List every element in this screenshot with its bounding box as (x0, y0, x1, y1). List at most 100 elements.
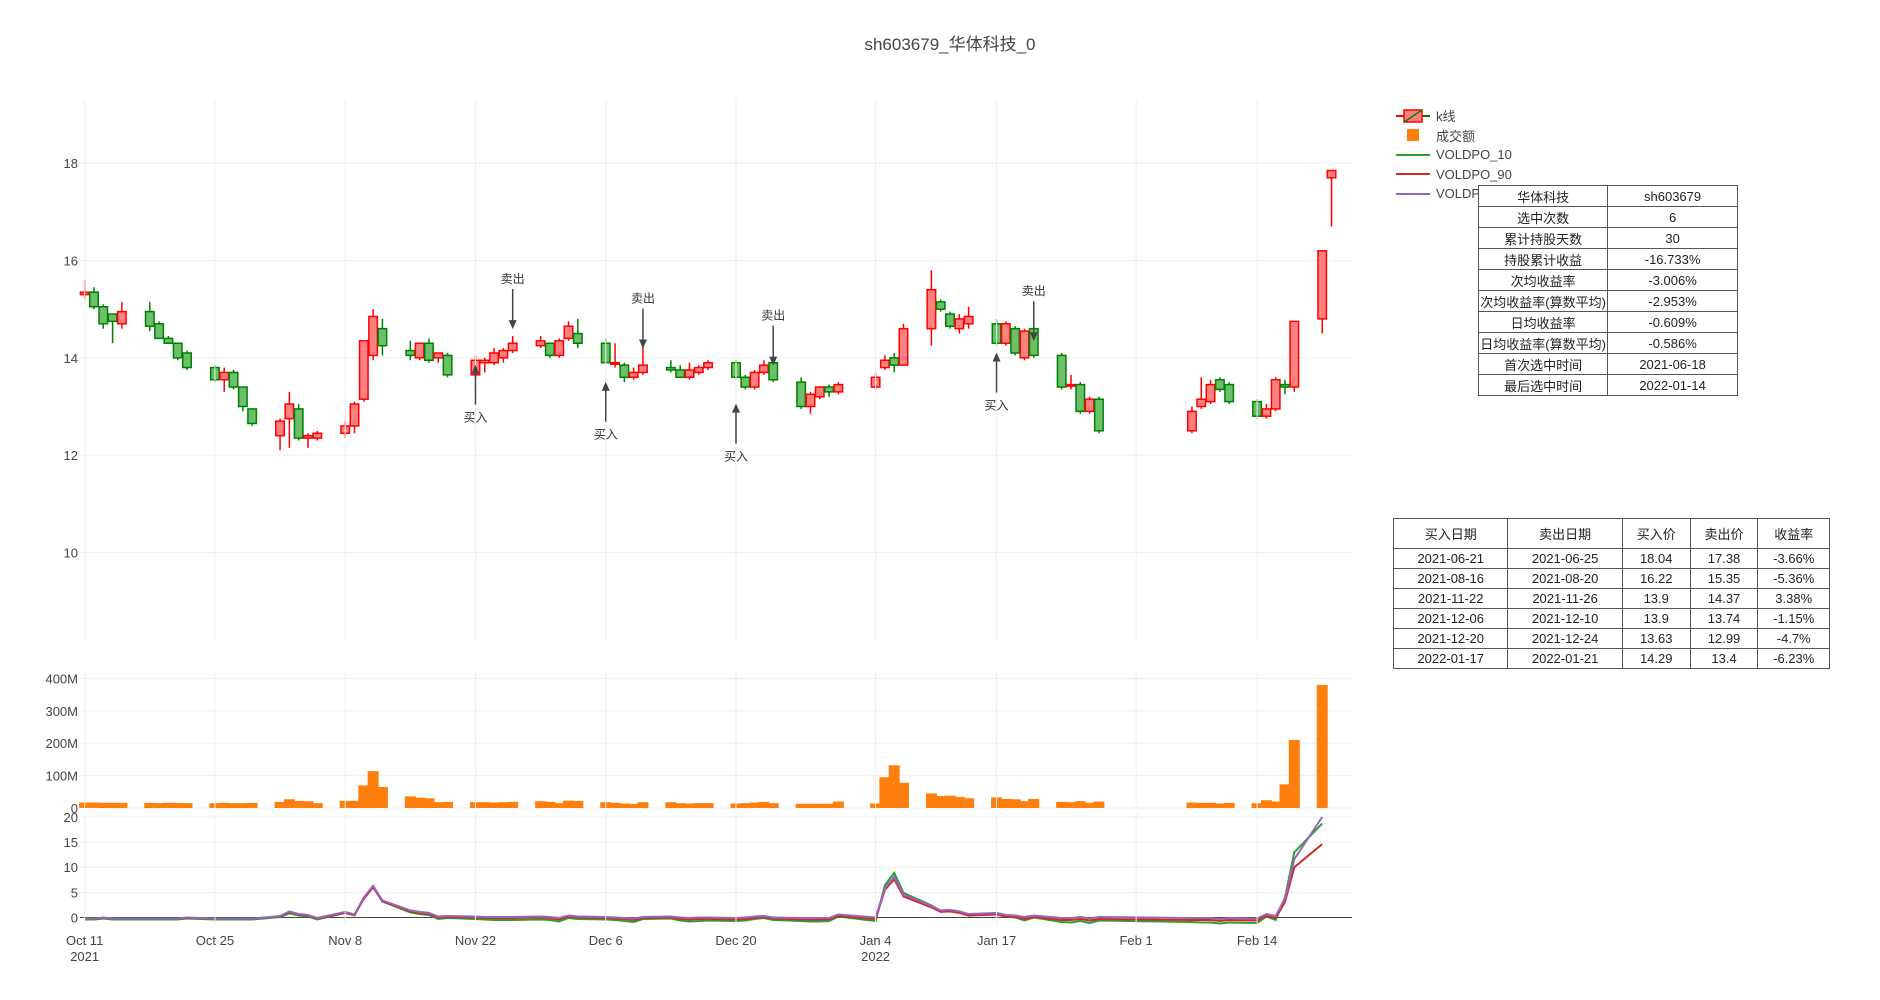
candle (228, 371, 239, 388)
trades-cell: 13.63 (1621, 628, 1691, 649)
x-tick-label: Jan 17 (977, 933, 1016, 948)
volume-bar (1214, 803, 1226, 808)
volume-tick-label: 100M (45, 769, 78, 784)
volume-bar (404, 796, 416, 808)
trades-header: 买入价 (1621, 518, 1691, 549)
volume-bar (274, 801, 286, 808)
volume-bar (1018, 801, 1030, 808)
table-row: 2021-12-06 2021-12-10 13.9 13.74 -1.15% (1392, 608, 1830, 629)
volume-bar (665, 802, 677, 808)
legend-label-kline: k线 (1436, 109, 1456, 125)
stats-label: 日均收益率(算数平均) (1477, 332, 1609, 354)
candle (1093, 398, 1104, 432)
x-tick-year-label: 2021 (70, 949, 99, 964)
legend-item-voldpo90[interactable]: VOLDPO_90 (1396, 165, 1519, 185)
volume-bar (544, 801, 556, 808)
voldpo-tick-label: 10 (64, 860, 78, 875)
buy-label: 买入 (985, 399, 1009, 413)
volume-bar (1279, 784, 1291, 808)
trades-cell: 2021-12-24 (1507, 628, 1623, 649)
volume-tick-label: 400M (45, 671, 78, 686)
candle (1000, 323, 1011, 344)
candle (535, 340, 546, 347)
candle (963, 315, 974, 325)
legend-item-voldpo10[interactable]: VOLDPO_10 (1396, 145, 1519, 165)
trades-cell: 2021-11-26 (1507, 588, 1623, 609)
candle (675, 369, 686, 379)
candle (405, 349, 416, 357)
legend-item-volume[interactable]: 成交额 (1396, 126, 1519, 146)
volume-bar (1093, 801, 1105, 808)
volume-bar (1009, 799, 1021, 808)
price-tick-label: 16 (64, 254, 78, 269)
candle (554, 340, 565, 357)
stats-value: -0.586% (1607, 332, 1738, 354)
legend-label-voldpo10: VOLDPO_10 (1436, 147, 1512, 163)
voldpo-tick-label: 5 (71, 885, 78, 900)
volume-bar (507, 801, 519, 808)
candle (293, 408, 304, 439)
voldpo-tick-label: 0 (71, 910, 78, 925)
volume-bar (358, 785, 370, 808)
volume-bar (963, 798, 975, 808)
trades-cell: 2021-12-10 (1507, 608, 1623, 629)
candle (182, 352, 193, 369)
voldpo-panel: 0 5 10 15 20 (64, 810, 1352, 925)
buy-arrow-head (471, 364, 480, 374)
volume-bar (535, 801, 547, 808)
table-row: 2022-01-17 2022-01-21 14.29 13.4 -6.23% (1392, 648, 1830, 669)
volume-bar (1186, 802, 1198, 808)
legend-item-kline[interactable]: k线 (1396, 106, 1519, 126)
volume-bar (293, 800, 305, 808)
sell-label: 卖出 (761, 309, 785, 323)
candle (1056, 354, 1067, 388)
volume-bar (1195, 802, 1207, 808)
volume-bar (1084, 802, 1096, 808)
x-tick-label: Dec 20 (715, 933, 756, 948)
candle (805, 393, 816, 408)
candle (1214, 378, 1225, 391)
line-icon (1396, 173, 1430, 176)
stats-label: 持股累计收益 (1477, 248, 1609, 270)
volume-bar (1028, 798, 1040, 808)
volume-bar (702, 803, 714, 808)
voldpo-tick-label: 15 (64, 835, 78, 850)
trades-cell: 2021-08-20 (1507, 568, 1623, 589)
stats-row: 选中次数 6 (1477, 206, 1738, 228)
volume-bar (414, 797, 426, 808)
trades-cell: 12.99 (1689, 628, 1759, 649)
volume-bar (758, 801, 770, 808)
candle (1317, 250, 1328, 320)
stats-row: 次均收益率 -3.006% (1477, 269, 1738, 291)
volume-bar (1260, 800, 1272, 808)
candle (1289, 320, 1300, 388)
volume-bar (107, 802, 119, 808)
chart-title: sh603679_华体科技_0 (864, 35, 1035, 54)
volume-bar (218, 802, 230, 808)
trades-header: 卖出价 (1689, 518, 1759, 549)
volume-bar (488, 802, 500, 808)
candle (284, 403, 295, 420)
volume-tick-label: 200M (45, 736, 78, 751)
x-tick-label: Dec 6 (589, 933, 623, 948)
x-tick-label: Nov 8 (328, 933, 362, 948)
candle (275, 420, 286, 437)
volume-bar (246, 802, 258, 808)
trades-cell: 2021-08-16 (1392, 568, 1509, 589)
candle (1270, 378, 1281, 410)
buy-arrow-head (732, 403, 741, 413)
trades-cell: -3.66% (1757, 548, 1830, 569)
x-tick-label: Nov 22 (455, 933, 496, 948)
candle (358, 340, 369, 400)
volume-bar (944, 795, 956, 808)
volume-tick-label: 300M (45, 704, 78, 719)
trades-cell: 2022-01-21 (1507, 648, 1623, 669)
trades-cell: 13.9 (1621, 588, 1691, 609)
volume-bar (1316, 684, 1328, 808)
price-panel: 10 12 14 16 18 (64, 156, 1352, 560)
candle (507, 342, 518, 352)
candle (498, 349, 509, 359)
sell-label: 卖出 (1022, 284, 1046, 298)
